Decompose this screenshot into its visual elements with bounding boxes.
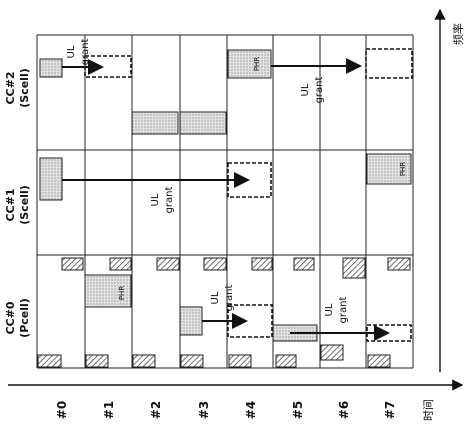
cc1-name: CC#1: [4, 188, 17, 221]
cc0-pucch-sf5-bottom: [275, 354, 297, 368]
cc0-pucch-sf2-bottom: [132, 354, 156, 368]
cc1-pdcch-sf0: [39, 157, 63, 201]
cc1-ul-label: UL: [150, 193, 161, 206]
cc0-ul-label-2: UL: [324, 303, 335, 316]
cc0-pucch-sf2-top: [156, 257, 180, 271]
cc0-pucch-sf6-top: [342, 257, 366, 279]
cc2-grant-label-1: grant: [80, 39, 91, 66]
cc0-pucch-sf3-top: [203, 257, 227, 271]
cc0-pucch-sf4-bottom: [228, 354, 252, 368]
cc0-pucch-sf7-bottom: [367, 354, 391, 368]
cc2-block-sf3: [179, 111, 227, 135]
cc0-row: PHR UL grant UL grant: [37, 257, 412, 368]
cc0-pucch-sf4-top: [251, 257, 273, 271]
cc2-pdcch-sf0: [39, 58, 63, 78]
cc2-row: UL grant PHR UL grant: [39, 39, 413, 135]
carrier-label-cc1: CC#1 (Scell): [4, 185, 31, 225]
cc2-pusch-sf7: [365, 48, 413, 79]
cc0-pusch-sf7: [366, 324, 412, 342]
cc0-pdcch-sf3: [179, 306, 203, 336]
frequency-axis: 频率: [434, 8, 465, 372]
cc0-pucch-sf6-bottom: [320, 344, 344, 361]
carrier-label-cc2: CC#2 (Scell): [4, 68, 31, 108]
carrier-label-cc0: CC#0 (Pcell): [4, 298, 31, 338]
cc0-type: (Pcell): [18, 298, 31, 338]
subframe-label-6: #6: [337, 401, 351, 419]
cc0-grant-label-1: grant: [224, 285, 235, 312]
subframe-label-2: #2: [149, 401, 163, 419]
cc2-grant-label-2: grant: [314, 77, 325, 104]
cc0-pucch-sf0-bottom: [37, 354, 62, 368]
cc0-pucch-sf1-top: [109, 257, 132, 271]
subframe-label-0: #0: [55, 401, 69, 419]
cc0-ul-label-1: UL: [210, 291, 221, 304]
cc0-pusch-sf4: [227, 304, 273, 338]
grid: [36, 34, 414, 369]
cc0-pucch-sf0-top: [61, 257, 84, 271]
cc0-pucch-sf5-top: [293, 257, 315, 271]
subframe-label-3: #3: [197, 401, 211, 419]
cc1-row: UL grant PHR: [39, 153, 412, 214]
cc0-pucch-sf3-bottom: [180, 354, 204, 368]
cc2-name: CC#2: [4, 71, 17, 104]
subframe-label-5: #5: [291, 401, 305, 419]
frequency-axis-label: 频率: [451, 23, 465, 45]
time-axis: 时间: [8, 379, 464, 421]
cc1-phr-block-sf7: [366, 153, 412, 185]
cc0-name: CC#0: [4, 301, 17, 334]
cc0-phr-label: PHR: [118, 286, 126, 300]
cc0-phr-block-sf1: [84, 274, 132, 308]
cc2-block-sf2: [131, 111, 179, 135]
cc1-phr-label: PHR: [399, 162, 407, 176]
cc0-grant-label-2: grant: [338, 297, 349, 324]
subframe-label-7: #7: [383, 401, 397, 419]
cc2-ul-label-2: UL: [300, 83, 311, 96]
cc2-type: (Scell): [18, 68, 31, 108]
subframe-labels: #0 #1 #2 #3 #4 #5 #6 #7: [55, 401, 397, 419]
cc2-phr-label: PHR: [253, 57, 261, 71]
time-axis-label: 时间: [422, 399, 435, 421]
cc0-pucch-sf1-bottom: [85, 354, 109, 368]
cc2-ul-label-1: UL: [66, 45, 77, 58]
subframe-label-4: #4: [244, 401, 258, 419]
cc1-pusch-sf4: [227, 162, 272, 198]
cc2-phr-block-sf4: [227, 49, 272, 79]
cc1-grant-label: grant: [164, 187, 175, 214]
cc0-pucch-sf7-top: [387, 257, 411, 271]
cc1-type: (Scell): [18, 185, 31, 225]
subframe-label-1: #1: [102, 401, 116, 419]
